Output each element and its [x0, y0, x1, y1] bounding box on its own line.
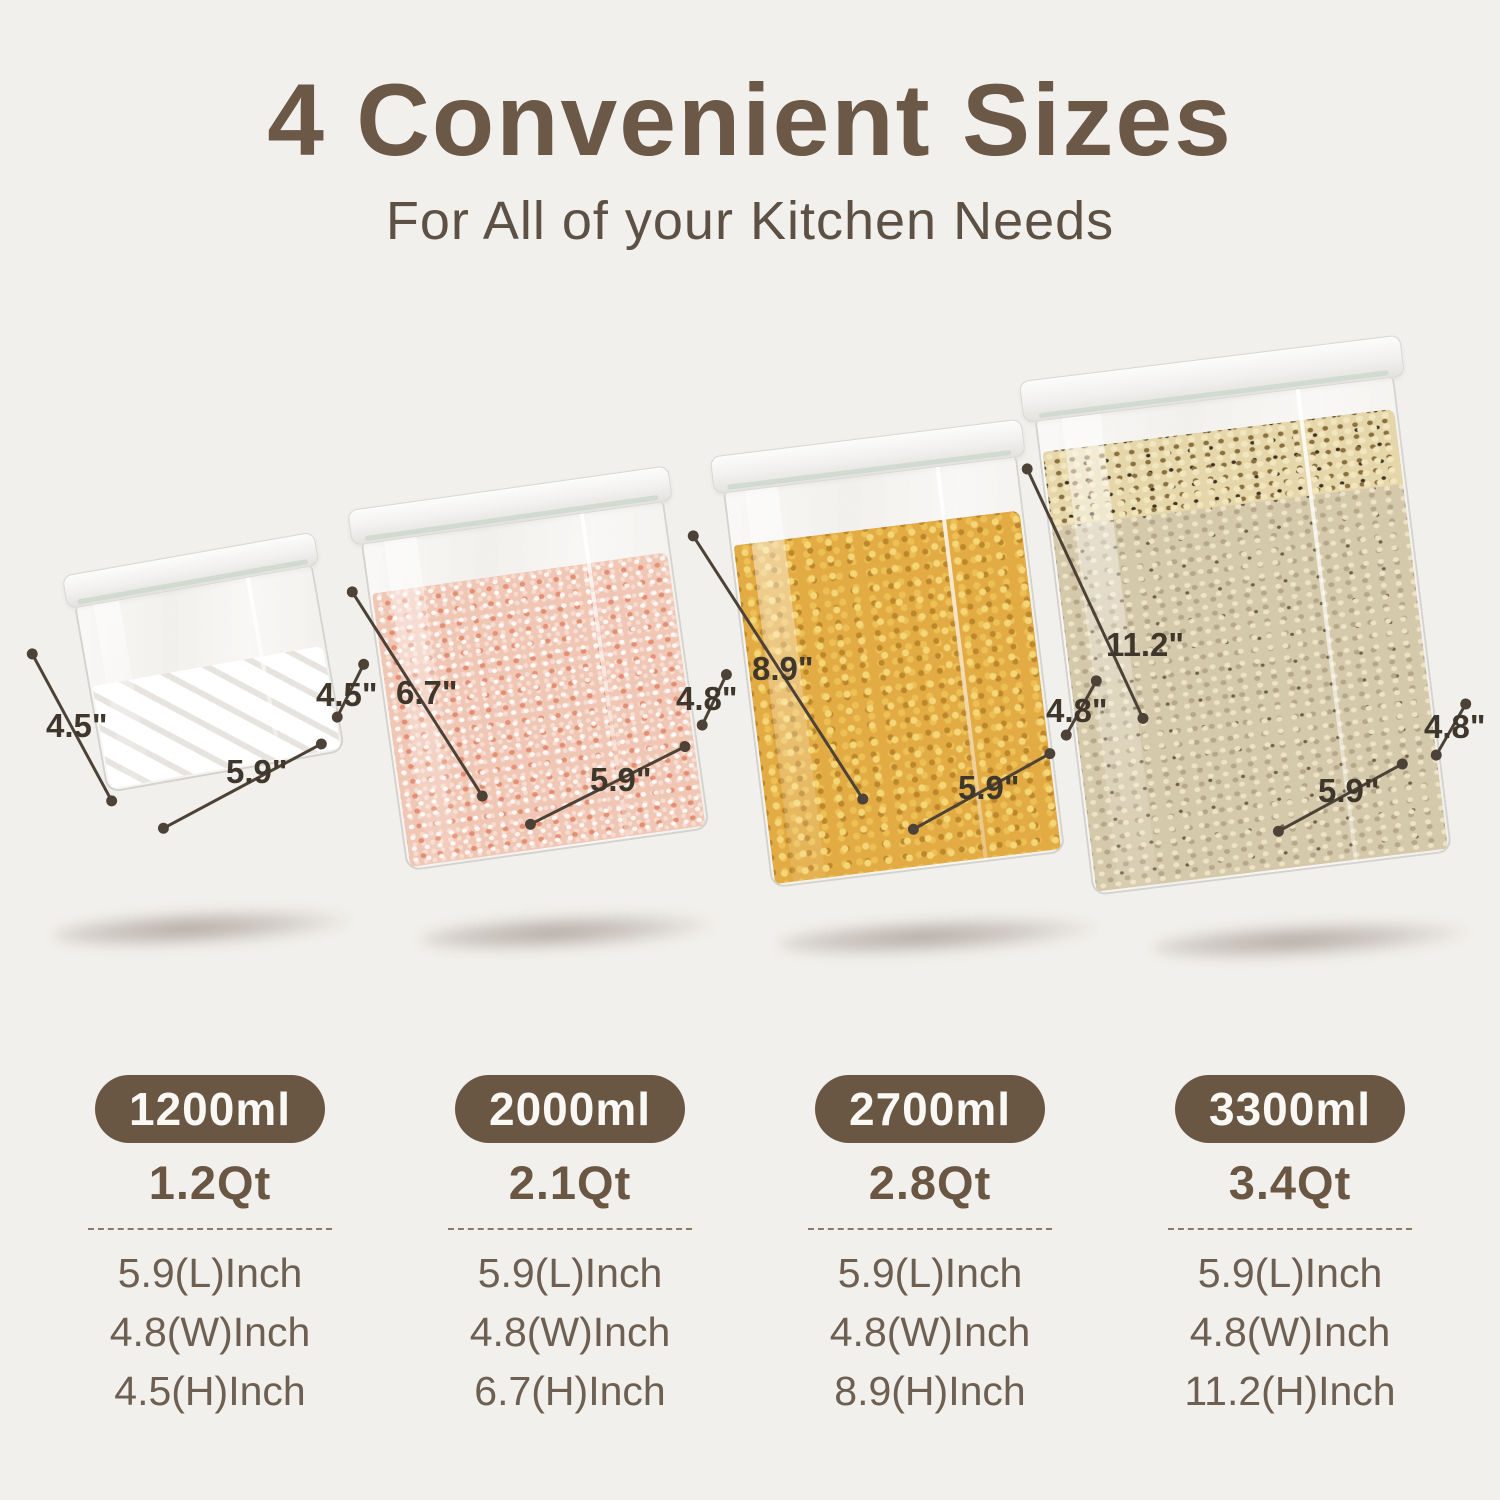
dim-label-depth-2: 4.8" [676, 680, 738, 717]
quart-value: 2.8Qt [868, 1156, 992, 1209]
container-shadow-2 [419, 906, 716, 958]
spec-height: 8.9(H)Inch [834, 1368, 1026, 1414]
dim-label-depth-1: 4.5" [316, 676, 378, 713]
dim-label-length-3: 5.9" [958, 769, 1020, 806]
dim-label-depth-3: 4.8" [1046, 692, 1108, 729]
spec-length: 5.9(L)Inch [837, 1250, 1023, 1296]
quart-value: 3.4Qt [1228, 1156, 1352, 1209]
dim-label-depth-4: 4.8" [1424, 708, 1486, 745]
dashed-divider [88, 1228, 332, 1230]
spec-width: 4.8(W)Inch [469, 1309, 671, 1355]
dashed-divider [808, 1228, 1052, 1230]
spec-length: 5.9(L)Inch [1197, 1250, 1383, 1296]
container-shadow-3 [777, 909, 1099, 963]
quart-value: 2.1Qt [508, 1156, 632, 1209]
spec-width: 4.8(W)Inch [109, 1309, 311, 1355]
spec-width: 4.8(W)Inch [1189, 1309, 1391, 1355]
dim-label-height-2: 6.7" [396, 674, 458, 711]
spec-width: 4.8(W)Inch [829, 1309, 1031, 1355]
container-shadow-1 [51, 902, 353, 954]
volume-badge: 2000ml [454, 1075, 685, 1143]
container-body [74, 566, 346, 794]
dim-label-height-4: 11.2" [1106, 626, 1185, 663]
dim-label-height-1: 4.5" [46, 707, 108, 744]
spec-height: 11.2(H)Inch [1184, 1368, 1396, 1414]
volume-badge: 2700ml [814, 1075, 1045, 1143]
spec-column-2700ml: 2700ml 2.8Qt 5.9(L)Inch 4.8(W)Inch 8.9(H… [780, 1075, 1080, 1421]
spec-column-2000ml: 2000ml 2.1Qt 5.9(L)Inch 4.8(W)Inch 6.7(H… [420, 1075, 720, 1421]
container-shadow-4 [1151, 913, 1471, 967]
spec-length: 5.9(L)Inch [477, 1250, 663, 1296]
page-title: 4 Convenient Sizes [267, 63, 1233, 177]
spec-column-3300ml: 3300ml 3.4Qt 5.9(L)Inch 4.8(W)Inch 11.2(… [1140, 1075, 1440, 1421]
container-body [1034, 377, 1453, 897]
dashed-divider [448, 1228, 692, 1230]
spec-column-1200ml: 1200ml 1.2Qt 5.9(L)Inch 4.8(W)Inch 4.5(H… [60, 1075, 360, 1421]
quart-value: 1.2Qt [148, 1156, 272, 1209]
spec-height: 6.7(H)Inch [474, 1368, 666, 1414]
page-subtitle: For All of your Kitchen Needs [385, 191, 1115, 251]
spec-height: 4.5(H)Inch [114, 1368, 306, 1414]
dim-label-height-3: 8.9" [752, 650, 814, 687]
spec-length: 5.9(L)Inch [117, 1250, 303, 1296]
volume-badge: 3300ml [1174, 1075, 1405, 1143]
dim-label-length-4: 5.9" [1318, 772, 1380, 809]
container-2000ml-photo [346, 465, 710, 872]
dim-label-length-1: 5.9" [226, 753, 288, 790]
dim-label-length-2: 5.9" [590, 761, 652, 798]
volume-badge: 1200ml [94, 1075, 325, 1143]
dashed-divider [1168, 1228, 1412, 1230]
